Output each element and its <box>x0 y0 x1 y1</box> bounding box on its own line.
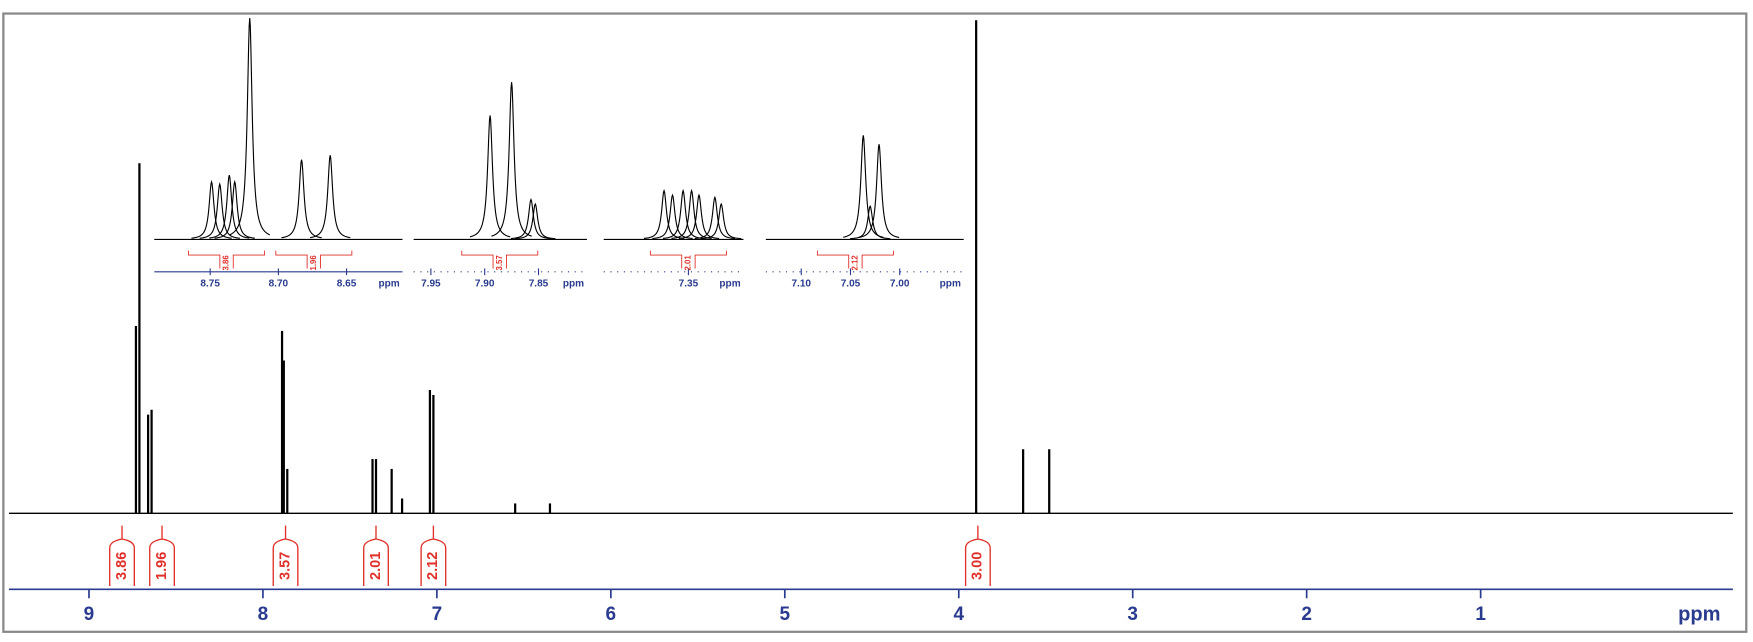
inset-integral-label: 3.86 <box>222 255 231 271</box>
inset-peak <box>229 17 271 236</box>
x-tick-label: 4 <box>953 604 964 625</box>
inset-peak <box>678 193 720 240</box>
inset-peak <box>662 188 704 239</box>
integral-label: 1.96 <box>154 552 170 580</box>
inset-peak <box>850 204 891 240</box>
integral-bracket <box>964 525 991 586</box>
inset-peak <box>515 202 556 240</box>
inset-integral: 3.86 <box>188 250 266 271</box>
inset-tick-label: 8.65 <box>337 279 357 290</box>
x-tick-label: 6 <box>606 604 617 625</box>
integral-bracket <box>149 525 175 586</box>
inset-peak <box>701 202 742 240</box>
inset-tick-label: 7.85 <box>529 279 549 290</box>
integral: 3.00 <box>964 525 991 586</box>
x-axis-label: ppm <box>1678 603 1720 625</box>
inset-integral-label: 2.12 <box>850 255 859 271</box>
integral: 2.12 <box>420 525 447 586</box>
integral-label: 3.00 <box>970 552 986 580</box>
inset-peak <box>199 181 240 239</box>
inset-tick-label: 7.90 <box>475 279 495 290</box>
integral: 2.01 <box>363 525 389 586</box>
inset-axis-label: ppm <box>719 279 740 290</box>
inset-peak <box>671 188 712 239</box>
inset-peak <box>209 175 250 239</box>
inset-integral-bracket <box>816 250 894 269</box>
x-tick-label: 2 <box>1301 604 1312 625</box>
frame <box>2 12 1748 633</box>
integral-label: 3.86 <box>114 552 130 580</box>
inset-integral-bracket <box>275 250 353 269</box>
x-tick-label: 7 <box>432 604 443 625</box>
x-tick-label: 5 <box>780 604 791 625</box>
integral: 1.96 <box>149 525 175 586</box>
inset-tick-label: 7.35 <box>679 279 699 290</box>
inset-integral: 2.01 <box>649 250 727 271</box>
inset-axis-label: ppm <box>378 279 399 290</box>
inset-peak <box>858 144 900 238</box>
inset-integral: 2.12 <box>816 250 894 271</box>
inset-axis-label: ppm <box>940 279 961 290</box>
x-tick-label: 3 <box>1127 604 1138 625</box>
integral-bracket <box>109 525 135 586</box>
x-tick-label: 8 <box>258 604 269 625</box>
inset-peak <box>510 198 552 240</box>
inset-peak <box>281 159 322 239</box>
inset-axis-label: ppm <box>563 279 584 290</box>
inset-integral: 3.57 <box>461 250 539 270</box>
inset-integral-label: 1.96 <box>309 255 318 271</box>
integral-bracket <box>272 525 299 586</box>
integral-label: 2.12 <box>425 552 441 580</box>
inset-tick-label: 7.10 <box>791 279 811 290</box>
inset-integral-bracket <box>461 250 539 269</box>
integral: 3.86 <box>109 525 135 586</box>
integral-bracket <box>363 525 389 586</box>
inset-tick-label: 7.05 <box>841 279 861 290</box>
inset-integral-label: 3.57 <box>495 255 504 270</box>
inset-integral-bracket <box>649 250 727 269</box>
integral-bracket <box>420 525 447 586</box>
inset-tick-label: 8.70 <box>269 279 289 290</box>
inset-integral-label: 2.01 <box>683 255 692 271</box>
x-tick-label: 9 <box>84 604 95 625</box>
integral-label: 2.01 <box>368 552 384 580</box>
inset-integral: 1.96 <box>275 250 353 271</box>
inset-peak <box>214 179 255 239</box>
integral: 3.57 <box>272 525 299 586</box>
inset-tick-label: 7.95 <box>421 279 441 290</box>
inset-tick-label: 8.75 <box>200 279 220 290</box>
inset-peak <box>469 115 511 238</box>
integral-label: 3.57 <box>277 552 293 580</box>
inset-peak <box>309 155 351 239</box>
inset-tick-label: 7.00 <box>890 279 910 290</box>
inset-integral-bracket <box>188 250 266 269</box>
x-tick-label: 1 <box>1475 604 1486 625</box>
inset-peak <box>694 195 736 240</box>
inset-peak <box>191 179 232 239</box>
